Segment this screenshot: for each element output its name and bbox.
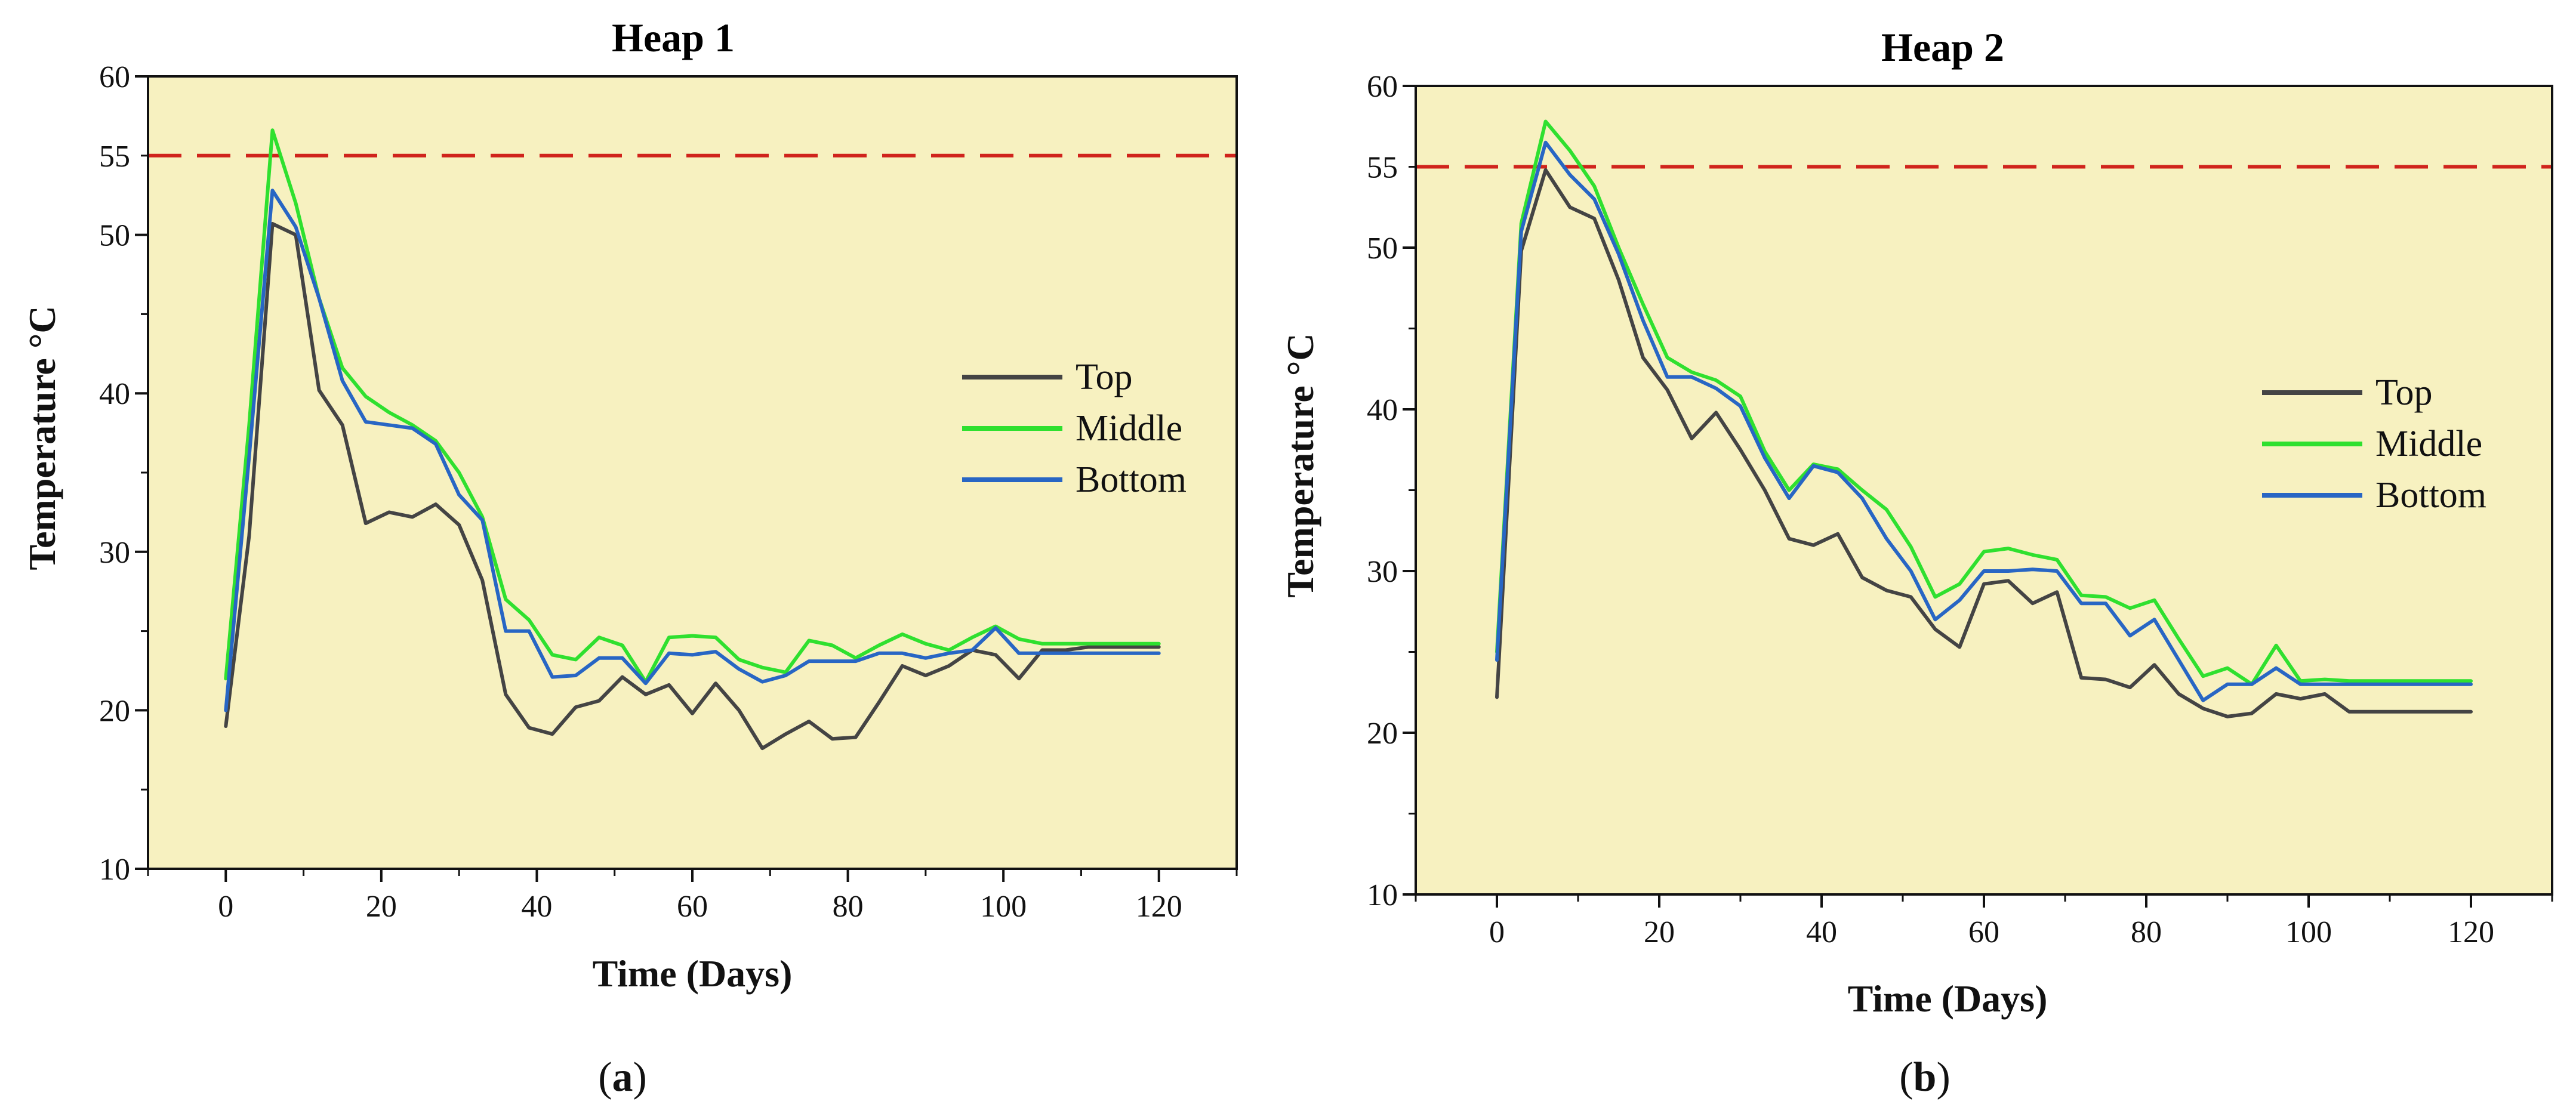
- y-tick-label: 10: [1367, 878, 1398, 912]
- y-tick-label: 20: [1367, 717, 1398, 751]
- series-line-top: [224, 222, 1161, 751]
- series-line-bottom: [224, 189, 1161, 712]
- x-tick-label: 60: [677, 890, 708, 924]
- legend-label-top: Top: [2375, 372, 2433, 413]
- y-axis-label: Temperature °C: [1279, 333, 1321, 597]
- y-tick-label: 55: [99, 140, 130, 174]
- y-tick-label: 60: [1367, 70, 1398, 104]
- panel-label: b: [1913, 1054, 1937, 1100]
- legend-label-bottom: Bottom: [1076, 459, 1187, 500]
- legend-label-top: Top: [1076, 357, 1133, 397]
- plot-area: [148, 76, 1237, 869]
- panel-label: a: [612, 1054, 633, 1100]
- x-tick-label: 40: [1806, 915, 1837, 949]
- x-tick-label: 80: [2131, 915, 2162, 949]
- x-axis-label: Time (Days): [593, 952, 793, 995]
- series-line-bottom: [1495, 140, 2473, 702]
- y-tick-label: 55: [1367, 151, 1398, 185]
- y-tick-label: 20: [99, 694, 130, 728]
- y-tick-label: 40: [1367, 393, 1398, 427]
- x-tick-label: 20: [366, 890, 397, 924]
- chart-title: Heap 1: [612, 15, 735, 60]
- panel-caption: (b): [1899, 1054, 1951, 1100]
- series-line-top: [1495, 168, 2473, 718]
- x-tick-label: 80: [833, 890, 864, 924]
- x-axis-label: Time (Days): [1848, 977, 2048, 1020]
- y-tick-label: 50: [1367, 232, 1398, 266]
- y-tick-label: 40: [99, 377, 130, 411]
- y-tick-label: 30: [1367, 555, 1398, 589]
- y-tick-label: 10: [99, 853, 130, 887]
- x-tick-label: 0: [218, 890, 233, 924]
- x-tick-label: 20: [1644, 915, 1675, 949]
- y-axis-label: Temperature °C: [21, 306, 63, 570]
- x-tick-label: 120: [1136, 890, 1182, 924]
- series-line-middle: [224, 128, 1161, 684]
- series-line-middle: [1495, 119, 2473, 686]
- x-tick-label: 60: [1968, 915, 1999, 949]
- chart-title: Heap 2: [1881, 24, 2004, 70]
- y-tick-label: 50: [99, 219, 130, 253]
- x-tick-label: 100: [2285, 915, 2332, 949]
- chart-heap-2: Heap 2 Temperature °C Time (Days) (b) 0 2…: [1279, 24, 2553, 1100]
- panel-caption: (a): [598, 1054, 647, 1100]
- x-tick-label: 40: [521, 890, 552, 924]
- legend-label-bottom: Bottom: [2375, 475, 2486, 516]
- y-tick-label: 60: [99, 60, 130, 94]
- x-tick-label: 0: [1489, 915, 1505, 949]
- x-tick-label: 120: [2448, 915, 2494, 949]
- chart-heap-1: Heap 1 Temperature °C Time (Days) (a) 0 2…: [21, 15, 1238, 1100]
- y-tick-label: 30: [99, 536, 130, 570]
- legend-label-middle: Middle: [1076, 408, 1182, 449]
- legend-label-middle: Middle: [2375, 424, 2482, 464]
- x-tick-label: 100: [980, 890, 1027, 924]
